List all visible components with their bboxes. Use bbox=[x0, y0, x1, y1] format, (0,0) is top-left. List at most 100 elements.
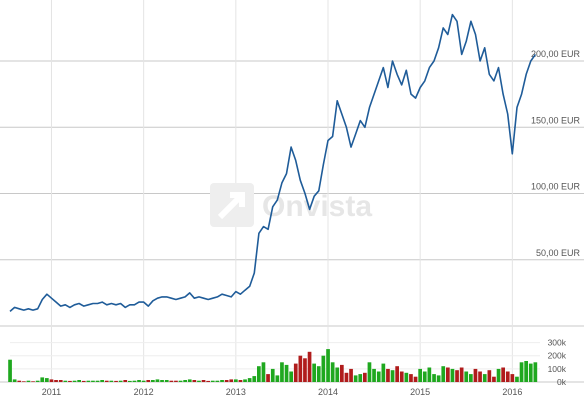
volume-bar bbox=[215, 380, 220, 382]
x-tick-label: 2014 bbox=[318, 387, 338, 397]
volume-bar bbox=[358, 374, 363, 382]
volume-bar bbox=[146, 380, 151, 382]
volume-bar bbox=[340, 364, 344, 382]
volume-bar bbox=[257, 366, 261, 382]
volume-bar bbox=[210, 380, 215, 382]
volume-bar bbox=[197, 380, 201, 382]
volume-bar bbox=[40, 377, 45, 382]
volume-bar bbox=[91, 380, 95, 382]
volume-bar bbox=[137, 380, 141, 382]
volume-bar bbox=[26, 380, 31, 382]
volume-tick-label: 300k bbox=[548, 338, 567, 348]
price-tick-label: 150,00 EUR bbox=[531, 115, 581, 125]
volume-bar bbox=[469, 374, 473, 382]
volume-bar bbox=[183, 380, 187, 382]
volume-bar bbox=[247, 378, 252, 382]
volume-bar bbox=[432, 374, 436, 382]
volume-bar bbox=[289, 371, 293, 382]
volume-bar bbox=[22, 381, 26, 382]
volume-bar bbox=[404, 372, 409, 382]
volume-bar bbox=[316, 366, 321, 382]
volume-bar bbox=[344, 372, 349, 382]
volume-bar bbox=[123, 380, 128, 382]
volume-bar bbox=[482, 374, 487, 382]
volume-bar bbox=[220, 380, 224, 382]
volume-bar bbox=[270, 368, 275, 382]
volume-bar bbox=[58, 380, 63, 382]
volume-bar bbox=[399, 371, 404, 382]
volume-bar bbox=[496, 368, 501, 382]
volume-bar bbox=[141, 380, 146, 382]
volume-bar bbox=[505, 371, 510, 382]
volume-bar bbox=[261, 362, 266, 382]
volume-bar bbox=[450, 368, 455, 382]
volume-bar bbox=[376, 371, 381, 382]
volume-bar bbox=[464, 371, 469, 382]
volume-bar bbox=[284, 364, 289, 382]
volume-bar bbox=[524, 361, 528, 382]
volume-bar bbox=[510, 374, 515, 382]
volume-bar bbox=[418, 368, 422, 382]
volume-bar bbox=[81, 380, 86, 382]
volume-bar bbox=[160, 380, 164, 382]
volume-bar bbox=[335, 367, 340, 382]
gridlines bbox=[0, 0, 584, 382]
volume-bar bbox=[386, 368, 390, 382]
volume-bar bbox=[381, 363, 386, 382]
volume-bar bbox=[118, 380, 123, 382]
volume-bar bbox=[446, 367, 450, 382]
volume-bar bbox=[372, 368, 376, 382]
volume-bar bbox=[501, 367, 505, 382]
volume-bar bbox=[49, 379, 54, 382]
volume-bar bbox=[312, 363, 316, 382]
volume-bar bbox=[63, 380, 68, 382]
onvista-watermark: Onvista bbox=[210, 183, 372, 227]
volume-bar bbox=[201, 380, 206, 382]
volume-bar bbox=[455, 370, 459, 382]
volume-bar bbox=[206, 380, 210, 382]
volume-bar bbox=[252, 376, 257, 382]
volume-tick-label: 0k bbox=[557, 377, 567, 387]
volume-bar bbox=[109, 380, 114, 382]
volume-bar bbox=[86, 380, 91, 382]
price-line-series bbox=[9, 13, 537, 313]
volume-bar bbox=[303, 358, 307, 382]
price-tick-label: 50,00 EUR bbox=[536, 248, 581, 258]
price-tick-label: 200,00 EUR bbox=[531, 49, 581, 59]
volume-bar bbox=[72, 380, 77, 382]
volume-bar bbox=[395, 366, 399, 382]
volume-bar bbox=[192, 380, 197, 382]
volume-bar bbox=[164, 380, 169, 382]
volume-bar bbox=[45, 378, 49, 382]
volume-bar bbox=[132, 380, 137, 382]
volume-bar bbox=[174, 380, 178, 382]
volume-bar bbox=[441, 366, 446, 382]
volume-bar bbox=[95, 380, 100, 382]
volume-bar bbox=[519, 362, 524, 382]
volume-bar bbox=[436, 375, 441, 382]
volume-bar bbox=[413, 376, 418, 382]
volume-bar bbox=[17, 380, 22, 382]
volume-bar bbox=[155, 379, 160, 382]
volume-bar bbox=[363, 372, 367, 382]
volume-bar bbox=[330, 362, 335, 382]
volume-bar bbox=[68, 380, 72, 382]
x-tick-label: 2015 bbox=[410, 387, 430, 397]
volume-bar bbox=[349, 368, 353, 382]
volume-bar bbox=[275, 375, 280, 382]
volume-bar bbox=[104, 380, 109, 382]
price-tick-label: 100,00 EUR bbox=[531, 182, 581, 192]
volume-bar bbox=[114, 380, 118, 382]
volume-bar bbox=[234, 379, 238, 382]
watermark-text: Onvista bbox=[262, 190, 372, 223]
volume-bar bbox=[307, 351, 312, 382]
volume-bar bbox=[100, 380, 104, 382]
volume-y-axis-labels: 0k 100k 200k 300k bbox=[548, 338, 567, 387]
volume-bar bbox=[12, 379, 17, 382]
volume-bar bbox=[238, 380, 243, 382]
volume-bar bbox=[151, 380, 155, 382]
volume-bar bbox=[187, 379, 192, 382]
volume-bar bbox=[321, 355, 326, 382]
x-tick-label: 2016 bbox=[502, 387, 522, 397]
